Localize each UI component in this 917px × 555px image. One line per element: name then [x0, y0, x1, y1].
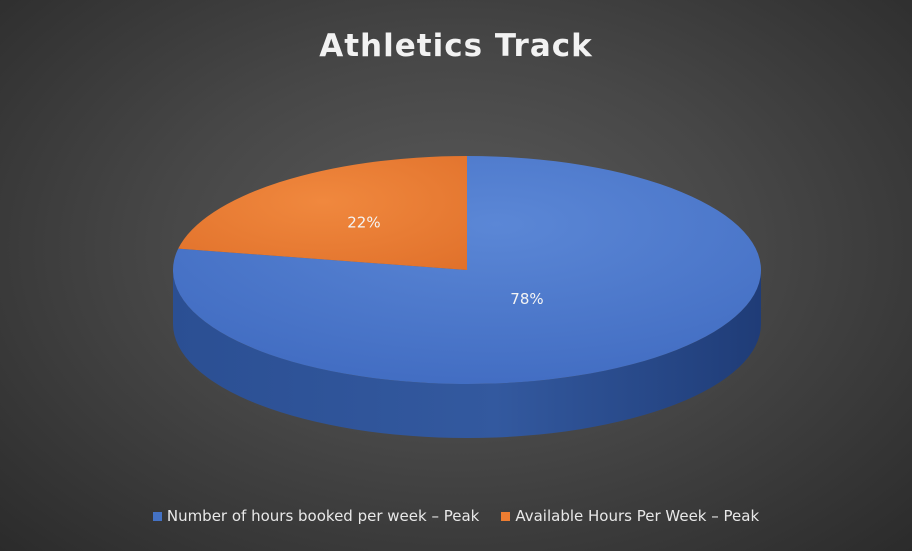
data-label-booked: 78% — [510, 290, 543, 308]
legend-item-available: Available Hours Per Week – Peak — [501, 507, 759, 525]
legend: Number of hours booked per week – Peak A… — [0, 507, 912, 525]
legend-label-available: Available Hours Per Week – Peak — [515, 507, 760, 525]
pie-slice-booked — [173, 156, 762, 384]
pie-side-wall — [173, 270, 761, 438]
chart-title: Athletics Track — [319, 28, 593, 64]
data-label-available: 22% — [347, 214, 380, 232]
legend-swatch-booked — [152, 511, 162, 521]
legend-swatch-available — [501, 511, 511, 521]
legend-label-booked: Number of hours booked per week – Peak — [166, 507, 480, 525]
legend-item-booked: Number of hours booked per week – Peak — [152, 507, 480, 525]
pie-slice-available — [178, 156, 467, 270]
